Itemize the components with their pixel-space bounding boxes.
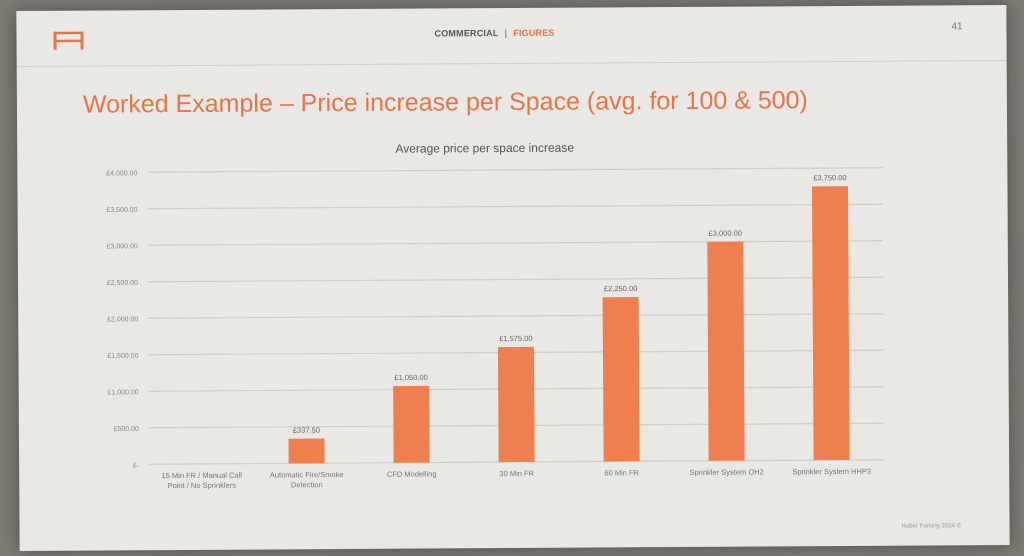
data-label: £3,000.00 <box>709 229 742 238</box>
y-tick-label: £4,000.00 <box>106 170 137 177</box>
bar <box>393 385 430 463</box>
chart-title: Average price per space increase <box>395 141 574 156</box>
slide-header: COMMERCIAL | FIGURES 41 <box>16 4 1007 68</box>
x-tick-label: CFD Modelling <box>387 469 437 478</box>
data-label: £1,575.00 <box>499 334 532 343</box>
bar <box>707 241 745 461</box>
y-tick-label: £- <box>133 462 140 469</box>
slide: COMMERCIAL | FIGURES 41 Worked Example – P… <box>16 4 1010 552</box>
x-tick-label: 30 Min FR <box>499 469 534 478</box>
nav-separator: | <box>504 28 508 39</box>
bar <box>811 186 850 461</box>
y-tick-label: £500.00 <box>114 426 139 433</box>
nav-figures[interactable]: FIGURES <box>513 27 555 38</box>
breadcrumb: COMMERCIAL | FIGURES <box>434 28 554 39</box>
page-number: 41 <box>951 21 963 33</box>
y-tick-label: £2,000.00 <box>107 316 138 323</box>
data-label: £337.50 <box>293 426 320 435</box>
nav-commercial[interactable]: COMMERCIAL <box>434 28 499 39</box>
y-tick-label: £3,500.00 <box>106 207 137 214</box>
y-tick-label: £2,500.00 <box>107 280 138 287</box>
bar <box>497 346 535 463</box>
slide-title: Worked Example – Price increase per Spac… <box>82 86 808 119</box>
y-tick-label: £3,000.00 <box>107 243 138 250</box>
y-tick-label: £1,000.00 <box>108 389 139 396</box>
x-tick-label: 60 Min FR <box>604 468 639 477</box>
gridline <box>147 167 883 173</box>
x-tick-label: Sprinkler System HHP3 <box>792 467 871 476</box>
x-tick-label: Sprinkler System OH2 <box>690 467 764 476</box>
gridline <box>147 240 883 246</box>
x-tick-label: Detection <box>291 480 323 489</box>
gridline <box>148 276 884 283</box>
y-tick-label: £1,500.00 <box>107 353 138 360</box>
gridline <box>148 313 884 319</box>
h-logo-icon <box>53 31 84 50</box>
bar-chart: Average price per space increase £- £500.0… <box>106 141 885 490</box>
x-tick-label: 15 Min FR / Manual Call <box>161 471 242 480</box>
bar <box>602 296 640 462</box>
gridline <box>147 203 883 210</box>
x-tick-label: Point / No Sprinklers <box>168 481 237 490</box>
data-label: £3,750.00 <box>813 173 846 182</box>
footer-text: Huber Parking 2024 © <box>901 523 962 530</box>
data-label: £2,250.00 <box>604 284 637 293</box>
bar <box>288 438 325 464</box>
x-tick-label: Automatic Fire/Smoke <box>270 470 344 479</box>
data-label: £1,050.00 <box>394 373 427 382</box>
